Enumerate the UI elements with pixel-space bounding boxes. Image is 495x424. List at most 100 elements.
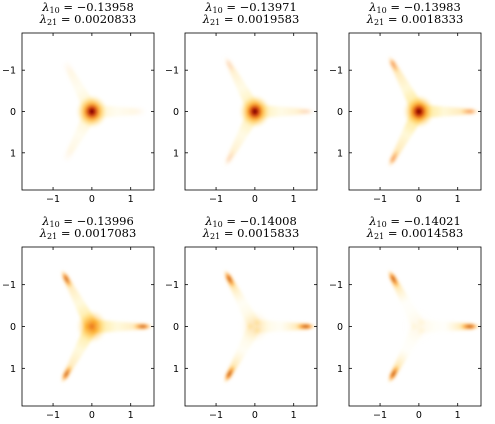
lambda-value: = 0.0015833: [220, 226, 300, 240]
y-tick-label: 0: [10, 107, 16, 118]
lambda-subscript: 21: [373, 18, 385, 27]
center-density: [238, 94, 272, 129]
lambda-subscript: 21: [209, 18, 221, 27]
x-tick-label: 1: [455, 194, 461, 205]
x-tick-label: −1: [209, 410, 223, 421]
center-density: [75, 94, 109, 129]
arm-tip-density: [458, 108, 481, 115]
chart-title-line: λ10 = −0.13971: [185, 1, 317, 17]
x-tick-label: 1: [128, 194, 134, 205]
x-tick-label: 1: [128, 410, 134, 421]
x-tick-label: 0: [89, 194, 95, 205]
chart-panel: λ10 = −0.13971 λ21 = 0.0019583 −1 0 1 −1 0 1: [155, 1, 347, 206]
chart-title-line: λ21 = 0.0018333: [349, 13, 481, 29]
y-tick-label: 1: [337, 364, 343, 375]
x-tick-label: 1: [455, 410, 461, 421]
arm-tip-density: [387, 55, 400, 75]
x-tick-label: 0: [252, 194, 258, 205]
lambda-symbol: λ: [202, 226, 210, 240]
lambda-symbol: λ: [369, 0, 377, 14]
heatmap-plot: −1 0 1 −1 0 1: [165, 246, 318, 421]
lambda-value: = −0.14021: [386, 214, 461, 228]
y-tick-label: −1: [165, 280, 179, 291]
lambda-symbol: λ: [42, 0, 50, 14]
chart-title-line: λ10 = −0.13983: [349, 1, 481, 17]
chart-title-line: λ21 = 0.0019583: [185, 13, 317, 29]
chart-title-line: λ21 = 0.0015833: [185, 227, 317, 243]
chart-title-line: λ21 = 0.0017083: [22, 227, 154, 243]
lambda-value: = −0.13971: [222, 0, 297, 14]
lambda-value: = 0.0018333: [384, 12, 464, 26]
heatmap-plot: −1 0 1 −1 0 1: [2, 32, 155, 205]
lambda-subscript: 10: [49, 220, 60, 229]
arm-tip-density: [387, 269, 400, 289]
arm-tip-density: [294, 323, 317, 330]
y-tick-label: −1: [2, 66, 16, 77]
chart-title-line: λ10 = −0.14008: [185, 215, 317, 231]
arm-tip-density: [223, 364, 236, 384]
lambda-subscript: 10: [212, 6, 223, 15]
lambda-value: = 0.0020833: [57, 12, 137, 26]
center-density: [238, 308, 272, 345]
x-tick-label: −1: [209, 194, 223, 205]
chart-panel: λ10 = −0.13996 λ21 = 0.0017083 −1 0 1 −1 0 1: [0, 215, 184, 422]
lambda-symbol: λ: [366, 226, 374, 240]
chart-title-line: λ21 = 0.0020833: [22, 13, 154, 29]
chart-panel: λ10 = −0.13983 λ21 = 0.0018333 −1 0 1 −1 0 1: [319, 1, 495, 206]
center-density: [75, 308, 109, 345]
lambda-symbol: λ: [369, 214, 377, 228]
arm-tip-density: [458, 323, 481, 330]
x-tick-label: 1: [291, 194, 297, 205]
chart-panel: λ10 = −0.14008 λ21 = 0.0015833 −1 0 1 −1 0 1: [155, 215, 347, 422]
y-tick-label: 0: [337, 322, 343, 333]
lambda-subscript: 10: [49, 6, 60, 15]
y-tick-label: −1: [329, 280, 343, 291]
lambda-value: = −0.13996: [59, 214, 134, 228]
x-tick-label: 0: [252, 410, 258, 421]
y-tick-label: 1: [173, 148, 179, 159]
chart-panel: λ10 = −0.13958 λ21 = 0.0020833 −1 0 1 −1 0 1: [0, 1, 184, 206]
arm-tip-density: [60, 364, 73, 384]
lambda-value: = 0.0019583: [220, 12, 300, 26]
heatmap-plot: −1 0 1 −1 0 1: [165, 32, 318, 205]
lambda-symbol: λ: [39, 226, 47, 240]
lambda-subscript: 21: [209, 232, 221, 241]
lambda-value: = 0.0014583: [384, 226, 464, 240]
chart-title-line: λ10 = −0.13996: [22, 215, 154, 231]
lambda-subscript: 10: [212, 220, 223, 229]
y-tick-label: 1: [173, 364, 179, 375]
arm-tip-density: [387, 364, 400, 384]
y-tick-label: 0: [10, 322, 16, 333]
arm-tip-density: [387, 148, 400, 168]
x-tick-label: −1: [46, 410, 60, 421]
x-tick-label: −1: [373, 410, 387, 421]
center-density: [402, 94, 436, 129]
chart-panel: λ10 = −0.14021 λ21 = 0.0014583 −1 0 1 −1 0 1: [319, 215, 495, 422]
lambda-symbol: λ: [205, 214, 213, 228]
arm-tip-density: [223, 269, 236, 289]
lambda-symbol: λ: [202, 12, 210, 26]
x-tick-label: 0: [89, 410, 95, 421]
chart-title-line: λ10 = −0.14021: [349, 215, 481, 231]
lambda-symbol: λ: [39, 12, 47, 26]
lambda-value: = 0.0017083: [57, 226, 137, 240]
arm-tip-density: [223, 55, 236, 75]
y-tick-label: 0: [337, 107, 343, 118]
y-tick-label: 1: [10, 148, 16, 159]
lambda-subscript: 21: [373, 232, 385, 241]
x-tick-label: 1: [291, 410, 297, 421]
y-tick-label: −1: [329, 66, 343, 77]
y-tick-label: −1: [165, 66, 179, 77]
arm-tip-density: [60, 269, 73, 289]
x-tick-label: 0: [416, 194, 422, 205]
x-tick-label: −1: [373, 194, 387, 205]
heatmap-plot: −1 0 1 −1 0 1: [329, 32, 482, 205]
arm-tip-density: [223, 148, 236, 168]
y-tick-label: −1: [2, 280, 16, 291]
lambda-subscript: 21: [46, 232, 58, 241]
y-tick-label: 0: [173, 322, 179, 333]
x-tick-label: 0: [416, 410, 422, 421]
lambda-symbol: λ: [42, 214, 50, 228]
lambda-symbol: λ: [366, 12, 374, 26]
lambda-value: = −0.13983: [386, 0, 461, 14]
